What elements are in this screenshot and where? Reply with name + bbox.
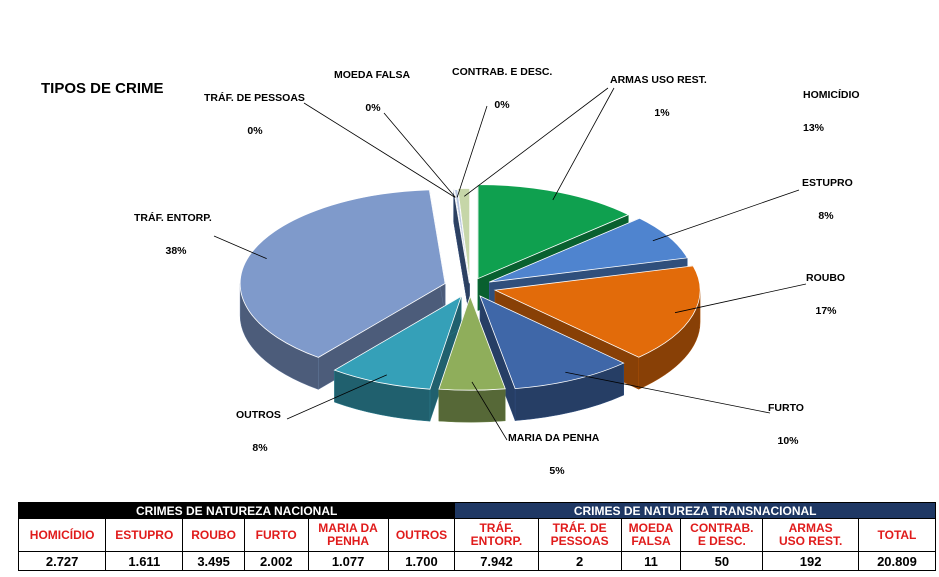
leader-line [552, 87, 615, 201]
slice-labels: HOMICÍDIO 13% ESTUPRO 8% ROUBO 17% FURTO 10% MAR… [134, 66, 860, 477]
leader-line [674, 283, 807, 314]
pie-slice [438, 295, 506, 423]
column-header: FURTO [243, 518, 309, 552]
crime-data-table: CRIMES DE NATUREZA NACIONAL CRIMES DE NA… [17, 502, 937, 571]
column-header-line: FURTO [255, 527, 297, 542]
slice-label: MOEDA FALSA [334, 69, 410, 81]
pie-slice-top [489, 217, 688, 283]
column-header-line: TRÁF. [479, 521, 514, 535]
pie-slice-top [239, 189, 446, 358]
column-header-line: HOMICÍDIO [29, 527, 95, 542]
column-value: 1.611 [105, 551, 184, 571]
table-value-row: 2.727 1.611 3.495 2.002 1.077 1.700 7.942 2 11 50… [17, 551, 937, 571]
pie-slice-top [438, 295, 506, 391]
pie-slice-top [333, 295, 462, 390]
column-value: 2.727 [17, 551, 107, 571]
slice-percent-label: 8% [252, 442, 268, 454]
slice-percent-label: 0% [494, 99, 510, 111]
column-header-line: MARIA DA [318, 521, 378, 535]
column-header-line: CONTRAB. [690, 521, 754, 535]
leader-line [383, 112, 456, 198]
group-header-transnational: CRIMES DE NATUREZA TRANSNACIONAL [454, 502, 936, 519]
pie-slice-top [477, 184, 630, 280]
pie-slice [333, 295, 462, 422]
leader-line [213, 235, 267, 260]
column-header: ROUBO [182, 518, 245, 552]
slice-label: MARIA DA PENHA [508, 432, 600, 444]
pie-slice-top [493, 265, 701, 358]
column-header-line: ARMAS [788, 521, 833, 535]
column-header: CONTRAB. E DESC. [680, 518, 764, 552]
column-value: 1.077 [307, 551, 389, 571]
slice-label: OUTROS [236, 409, 281, 421]
column-header: TOTAL [857, 518, 937, 552]
column-header: HOMICÍDIO [17, 518, 107, 552]
slice-percent-label: 8% [818, 210, 834, 222]
leader-line [464, 87, 609, 197]
column-value: 20.809 [857, 551, 937, 571]
leader-line [565, 371, 771, 414]
slice-label: FURTO [768, 402, 804, 414]
leader-line [456, 105, 488, 198]
pie-slice-top [479, 295, 625, 390]
column-value: 2.002 [243, 551, 309, 571]
pie-slice-top [453, 189, 470, 284]
pie-slices [239, 184, 701, 423]
slice-label: ROUBO [806, 272, 845, 284]
column-header: ARMAS USO REST. [762, 518, 859, 552]
column-header: OUTROS [387, 518, 456, 552]
leader-line [303, 102, 456, 198]
column-header-line: ESTUPRO [115, 527, 174, 542]
column-header-line: TOTAL [877, 527, 917, 542]
column-header: TRÁF. DE PESSOAS [537, 518, 622, 552]
slice-percent-label: 17% [815, 305, 837, 317]
slice-percent-label: 1% [654, 107, 670, 119]
column-header-line: ROUBO [191, 527, 236, 542]
slice-label: ARMAS USO REST. [610, 74, 707, 86]
column-header-line: MOEDA [628, 521, 674, 535]
leader-line [652, 189, 800, 242]
slice-label: CONTRAB. E DESC. [452, 66, 552, 78]
column-header-line: FALSA [631, 534, 671, 548]
table-header-row: HOMICÍDIO ESTUPRO ROUBO FURTO MARIA DA PENHA O… [17, 518, 937, 552]
group-header-national: CRIMES DE NATUREZA NACIONAL [17, 502, 456, 519]
slice-label: ESTUPRO [802, 177, 853, 189]
pie-slice [453, 189, 470, 316]
column-value: 2 [537, 551, 622, 571]
slice-percent-label: 38% [165, 245, 187, 257]
leader-line [471, 381, 508, 441]
pie-slice-side [438, 388, 506, 423]
pie-chart: TIPOS DE CRIME HOMICÍDIO 13% ESTUPRO 8% ROUB… [41, 66, 860, 477]
leader-line [286, 374, 387, 420]
slice-percent-label: 5% [549, 465, 565, 477]
column-header-line: TRÁF. DE [552, 521, 607, 535]
column-header-line: ENTORP. [470, 534, 523, 548]
column-header-line: E DESC. [697, 534, 746, 548]
column-header: TRÁF. ENTORP. [454, 518, 539, 552]
slice-percent-label: 0% [365, 102, 381, 114]
slice-percent-label: 10% [777, 435, 799, 447]
column-header-line: OUTROS [395, 527, 448, 542]
column-header: ESTUPRO [105, 518, 184, 552]
column-value: 7.942 [454, 551, 539, 571]
column-header-line: PESSOAS [550, 534, 609, 548]
slice-label: TRÁF. DE PESSOAS [204, 91, 305, 104]
column-value: 50 [680, 551, 764, 571]
column-value: 11 [620, 551, 682, 571]
column-value: 1.700 [387, 551, 456, 571]
column-header-line: USO REST. [778, 534, 843, 548]
pie-slice [479, 295, 625, 421]
column-header: MOEDA FALSA [620, 518, 682, 552]
column-value: 192 [762, 551, 859, 571]
slice-label: HOMICÍDIO [803, 88, 860, 101]
chart-title: TIPOS DE CRIME [41, 80, 164, 97]
slice-percent-label: 0% [247, 125, 263, 137]
slice-percent-label: 13% [803, 122, 825, 134]
column-value: 3.495 [182, 551, 245, 571]
column-header: MARIA DA PENHA [307, 518, 389, 552]
column-header-line: PENHA [327, 534, 370, 548]
slice-label: TRÁF. ENTORP. [134, 211, 212, 224]
leader-lines [213, 87, 807, 441]
